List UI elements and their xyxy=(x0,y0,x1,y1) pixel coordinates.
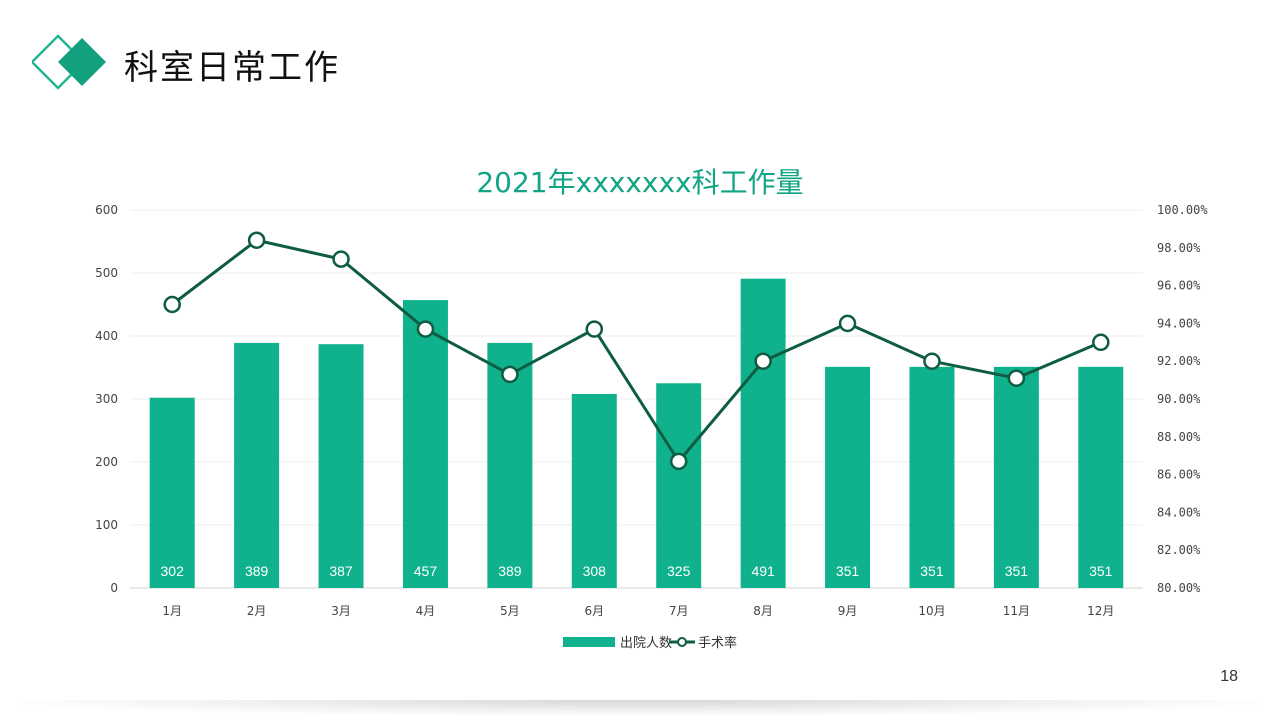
bar xyxy=(656,383,702,588)
page-title: 科室日常工作 xyxy=(124,48,340,88)
bar xyxy=(909,366,955,588)
right-axis-tick-label: 100.00% xyxy=(1157,203,1208,217)
bar-data-label: 457 xyxy=(414,563,438,579)
left-axis-tick-label: 400 xyxy=(95,329,118,343)
x-axis-tick-label: 7月 xyxy=(669,604,689,618)
line-point xyxy=(1007,369,1026,387)
bar xyxy=(149,397,195,588)
bar xyxy=(993,366,1039,588)
x-axis-tick-label: 10月 xyxy=(918,604,945,618)
bar xyxy=(1078,366,1124,588)
bar xyxy=(740,278,786,588)
bar xyxy=(234,342,280,588)
right-axis-tick-label: 84.00% xyxy=(1157,505,1201,519)
bar-data-label: 351 xyxy=(1005,563,1029,579)
bar xyxy=(571,393,617,588)
x-axis-tick-label: 11月 xyxy=(1003,604,1030,618)
bar-data-label: 389 xyxy=(498,563,522,579)
line-point xyxy=(923,352,941,370)
logo-solid-diamond xyxy=(58,38,106,86)
bar-data-label: 491 xyxy=(751,563,775,579)
line-point xyxy=(754,352,772,370)
left-axis-tick-label: 600 xyxy=(95,203,118,217)
line-point xyxy=(247,231,266,249)
bar-data-label: 302 xyxy=(161,563,185,579)
chart-title: 2021年xxxxxxx科工作量 xyxy=(476,166,803,199)
line-point xyxy=(332,250,350,268)
bar-data-label: 325 xyxy=(667,563,691,579)
bar-series: 302 389 387 457 389 308 325 491 351 351 351 351 xyxy=(149,278,1124,588)
x-axis-tick-label: 6月 xyxy=(584,604,604,618)
right-axis-tick-label: 80.00% xyxy=(1157,581,1201,595)
diamond-logo-icon xyxy=(32,34,106,90)
left-axis-tick-label: 200 xyxy=(95,455,118,469)
x-axis-tick-label: 5月 xyxy=(500,604,520,618)
right-axis-tick-label: 96.00% xyxy=(1157,279,1201,293)
x-axis-tick-label: 2月 xyxy=(247,604,267,618)
x-axis-tick-label: 4月 xyxy=(416,604,436,618)
legend-line-marker xyxy=(677,637,687,647)
bar-data-label: 387 xyxy=(329,563,353,579)
x-axis-tick-label: 1月 xyxy=(162,604,182,618)
bar-data-label: 351 xyxy=(1089,563,1113,579)
left-axis-tick-label: 500 xyxy=(95,266,118,280)
bar-data-label: 351 xyxy=(920,563,944,579)
x-axis-tick-label: 12月 xyxy=(1087,604,1114,618)
right-axis-tick-label: 94.00% xyxy=(1157,316,1201,330)
legend-bar-swatch xyxy=(563,637,615,647)
left-axis-tick-label: 0 xyxy=(110,581,118,595)
x-axis-tick-label: 9月 xyxy=(838,604,858,618)
line-point xyxy=(501,365,519,384)
legend: 出院人数 手术率 xyxy=(563,635,737,651)
x-axis-tick-label: 8月 xyxy=(753,604,773,618)
line-series-points xyxy=(163,231,1110,471)
footer-shadow xyxy=(20,700,1260,716)
left-axis-tick-label: 100 xyxy=(95,518,118,532)
right-axis-tick-label: 90.00% xyxy=(1157,392,1201,406)
bar-data-label: 308 xyxy=(583,563,607,579)
bar-data-label: 389 xyxy=(245,563,269,579)
right-axis-tick-label: 98.00% xyxy=(1157,241,1201,255)
bar xyxy=(318,344,364,588)
page-number: 18 xyxy=(1220,668,1238,685)
line-point xyxy=(669,452,688,471)
legend-line-label: 手术率 xyxy=(698,635,737,651)
bar-data-label: 351 xyxy=(836,563,860,579)
gridlines xyxy=(130,209,1143,589)
line-point xyxy=(1092,333,1110,352)
x-axis-tick-label: 3月 xyxy=(331,604,351,618)
bar xyxy=(402,300,448,588)
line-point xyxy=(416,320,435,338)
line-point xyxy=(163,295,181,314)
right-axis-tick-label: 82.00% xyxy=(1157,543,1201,557)
workload-chart: 2021年xxxxxxx科工作量 0 100 200 300 400 500 600 80.00… xyxy=(95,166,1208,651)
bar xyxy=(825,366,871,588)
right-axis-tick-label: 88.00% xyxy=(1157,430,1201,444)
line-point xyxy=(838,314,857,333)
bar xyxy=(487,342,533,588)
slide-header: 科室日常工作 xyxy=(0,0,1280,110)
left-axis-tick-label: 300 xyxy=(95,392,118,406)
right-axis-tick-label: 86.00% xyxy=(1157,468,1201,482)
right-axis-tick-label: 92.00% xyxy=(1157,354,1201,368)
line-series-path xyxy=(171,238,1102,463)
legend-bar-label: 出院人数 xyxy=(620,636,672,651)
line-point xyxy=(585,320,604,338)
